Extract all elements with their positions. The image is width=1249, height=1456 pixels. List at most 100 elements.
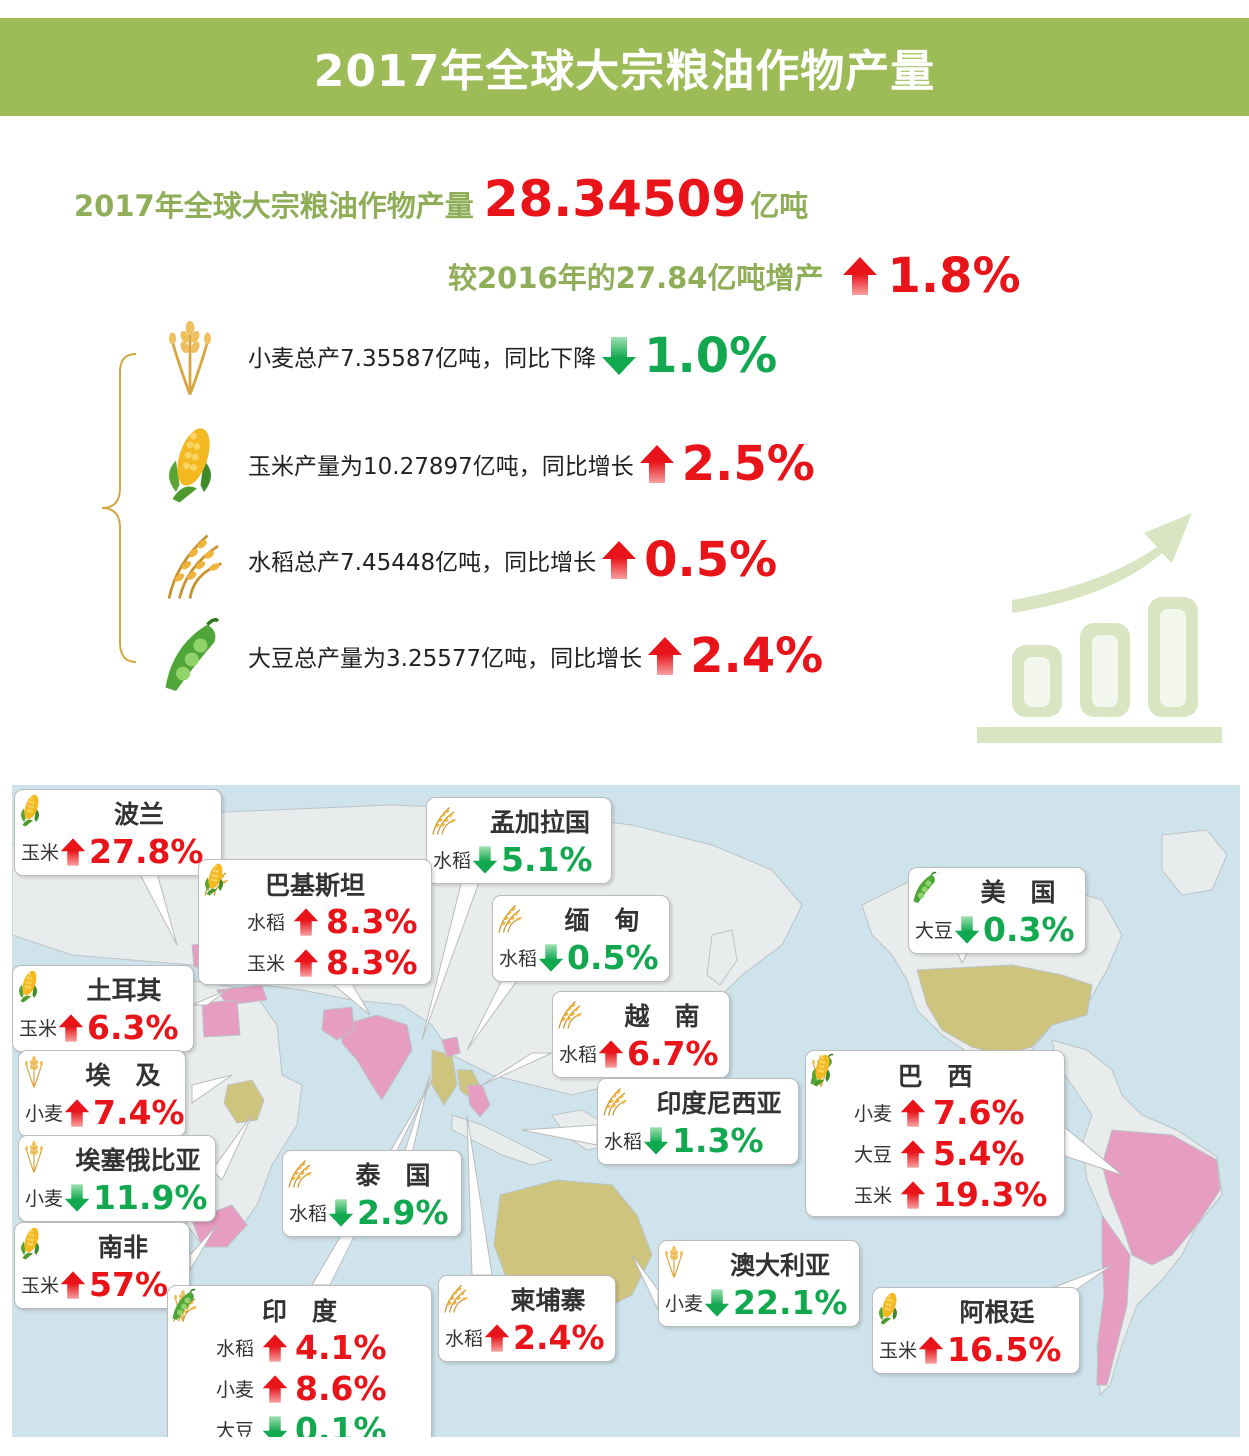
country-callout: 巴基斯坦 水稻 8.3% 玉米 8.3% — [198, 859, 432, 985]
up-arrow-icon — [484, 1323, 510, 1352]
country-callout: 印 度 水稻 4.1% 小麦 — [167, 1285, 432, 1437]
change-value: 27.8% — [89, 832, 204, 871]
change-value: 0.3% — [983, 910, 1075, 949]
crop-label: 大豆 — [854, 1144, 893, 1166]
up-arrow-icon — [639, 445, 674, 483]
change-value: 2.9% — [357, 1193, 449, 1232]
country-callout: 孟加拉国 水稻 5.1% — [426, 797, 612, 884]
country-name: 澳大利亚 — [729, 1251, 830, 1280]
rice-icon — [603, 1083, 646, 1121]
country-name: 巴基斯坦 — [264, 871, 365, 900]
change-value: 4.1% — [295, 1328, 387, 1367]
crop-label: 玉米 — [879, 1340, 918, 1362]
country-name: 埃 及 — [85, 1061, 161, 1090]
total-value: 28.34509 — [483, 170, 747, 228]
up-arrow-icon — [293, 948, 319, 977]
crop-change-value: 2.4% — [690, 628, 824, 684]
corn-icon — [21, 794, 63, 832]
crop-label: 水稻 — [433, 850, 472, 872]
growth-chart-icon — [977, 513, 1222, 743]
change-value: 8.3% — [326, 902, 418, 941]
crop-label: 小麦 — [665, 1293, 704, 1315]
up-arrow-icon — [918, 1335, 944, 1364]
title-banner: 2017年全球大宗粮油作物产量 — [0, 18, 1249, 116]
crop-description: 小麦总产7.35587亿吨，同比下降 — [248, 346, 597, 372]
down-arrow-icon — [64, 1183, 90, 1212]
country-callout: 巴 西 小麦 7.6% 大豆 5.4% — [805, 1050, 1065, 1217]
crop-label: 玉米 — [21, 1275, 60, 1297]
down-arrow-icon — [538, 943, 564, 972]
crop-label: 大豆 — [915, 920, 954, 942]
change-value: 8.6% — [295, 1369, 387, 1408]
crop-label: 小麦 — [25, 1188, 64, 1210]
down-arrow-icon — [328, 1198, 354, 1227]
crop-description: 大豆总产量为3.25577亿吨，同比增长 — [248, 646, 643, 672]
crop-label: 玉米 — [854, 1185, 893, 1207]
country-name: 美 国 — [980, 878, 1056, 907]
wheat-icon — [25, 1055, 67, 1093]
country-name: 越 南 — [624, 1002, 700, 1031]
down-arrow-icon — [472, 845, 498, 874]
wheat-icon — [174, 1290, 210, 1408]
crop-label: 水稻 — [247, 912, 286, 934]
country-callout: 缅 甸 水稻 0.5% — [492, 895, 670, 982]
corn-icon — [205, 863, 241, 982]
up-arrow-icon — [598, 1039, 624, 1068]
country-callout: 美 国 大豆 0.3% — [908, 867, 1086, 954]
wheat-icon — [812, 1055, 848, 1132]
country-name: 南非 — [97, 1233, 148, 1262]
change-value: 5.4% — [933, 1134, 1025, 1173]
country-callout: 南非 玉米 57% — [14, 1222, 190, 1309]
rice-icon — [173, 1294, 210, 1367]
crop-description: 玉米产量为10.27897亿吨，同比增长 — [248, 454, 634, 480]
up-arrow-icon — [262, 1333, 288, 1362]
soybean-icon — [913, 871, 957, 910]
soybean-icon — [172, 1288, 210, 1438]
country-name: 柬埔寨 — [510, 1286, 586, 1315]
crop-row-rice: 水稻总产7.45448亿吨，同比增长 0.5% — [150, 516, 777, 604]
wheat-icon — [150, 312, 230, 400]
up-arrow-icon — [64, 1098, 90, 1127]
change-value: 7.6% — [933, 1093, 1025, 1132]
year-compare-line: 较2016年的27.84亿吨增产 1.8% — [448, 248, 1021, 304]
down-arrow-icon — [602, 337, 637, 375]
world-map: 波兰 玉米 27.8% 孟加拉国 水稻 5.1% 巴基斯坦 — [12, 785, 1240, 1437]
crop-row-corn: 玉米产量为10.27897亿吨，同比增长 2.5% — [150, 420, 815, 508]
crop-label: 玉米 — [247, 953, 286, 975]
brace-bracket — [101, 353, 137, 663]
change-value: 1.3% — [672, 1121, 764, 1160]
crop-label: 大豆 — [216, 1420, 255, 1437]
total-label: 2017年全球大宗粮油作物产量 — [74, 189, 474, 223]
crop-label: 水稻 — [559, 1044, 598, 1066]
corn-icon — [21, 1227, 63, 1265]
total-unit: 亿吨 — [750, 189, 809, 223]
corn-icon — [150, 420, 230, 508]
crop-label: 玉米 — [21, 842, 60, 864]
crop-label: 水稻 — [445, 1328, 484, 1350]
country-name: 缅 甸 — [564, 906, 640, 935]
country-name: 土耳其 — [86, 976, 162, 1005]
change-value: 2.4% — [513, 1318, 605, 1357]
country-callout: 埃塞俄比亚 小麦 11.9% — [18, 1135, 216, 1222]
down-arrow-icon — [643, 1126, 669, 1155]
total-production-line: 2017年全球大宗粮油作物产量 28.34509 亿吨 — [74, 170, 808, 228]
up-arrow-icon — [293, 907, 319, 936]
up-arrow-icon — [60, 1270, 86, 1299]
change-value: 5.1% — [501, 840, 593, 879]
change-value: 6.7% — [627, 1034, 719, 1073]
crop-label: 水稻 — [499, 948, 538, 970]
rice-icon — [498, 900, 541, 938]
crop-label: 水稻 — [289, 1203, 328, 1225]
change-value: 8.3% — [326, 943, 418, 982]
country-name: 印度尼西亚 — [656, 1089, 782, 1118]
corn-icon — [19, 970, 61, 1008]
country-callout: 柬埔寨 水稻 2.4% — [438, 1275, 616, 1362]
country-callout: 土耳其 玉米 6.3% — [12, 965, 194, 1052]
country-name: 阿根廷 — [959, 1298, 1035, 1327]
wheat-icon — [25, 1140, 67, 1178]
country-name: 印 度 — [261, 1297, 337, 1326]
crop-label: 小麦 — [25, 1103, 64, 1125]
down-arrow-icon — [954, 915, 980, 944]
change-value: 0.5% — [567, 938, 659, 977]
rice-icon — [204, 868, 241, 941]
